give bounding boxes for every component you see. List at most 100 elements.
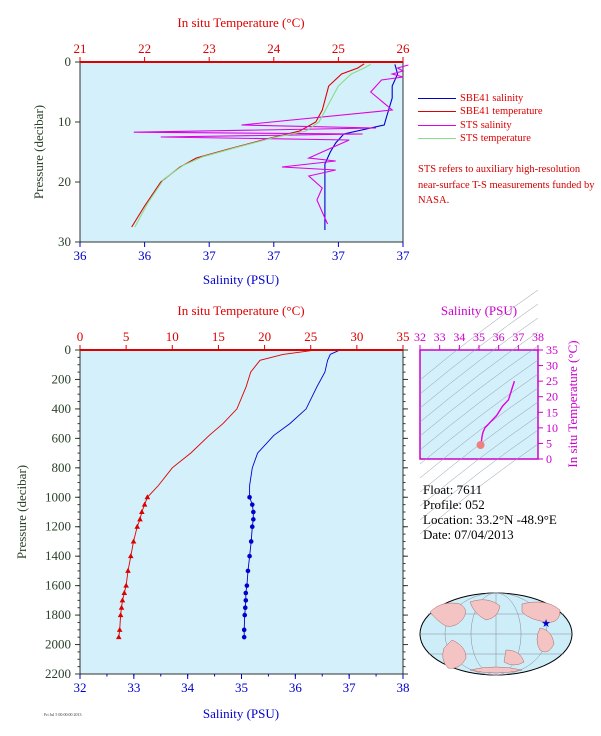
temperature-point	[141, 501, 148, 507]
main-salinity-tick-label: 38	[397, 680, 410, 695]
density-contour	[419, 359, 539, 451]
main-salinity-tick-label: 36	[289, 680, 303, 695]
main-pressure-tick-label: 1000	[45, 489, 71, 504]
density-contour	[419, 331, 539, 423]
temperature-point	[123, 582, 129, 588]
salinity-point	[245, 568, 251, 574]
main-chart-pressure-axis-label: Pressure (decibar)	[14, 465, 29, 559]
top-salinity-tick-label: 37	[203, 248, 217, 263]
top-chart-ticks: 21 22 23 24 25 26 36 36 37 37 37 37 0 10 20 30	[58, 41, 410, 263]
top-chart-series	[131, 63, 409, 230]
main-temperature-tick-label: 35	[397, 329, 410, 344]
top-chart-salinity-axis-label: Salinity (PSU)	[203, 272, 279, 287]
world-map: ★	[419, 592, 573, 676]
main-pressure-tick-label: 800	[52, 460, 72, 475]
salinity-point	[247, 494, 252, 500]
top-salinity-tick-label: 36	[74, 248, 88, 263]
temperature-point	[121, 590, 128, 595]
main-pressure-tick-label: 2000	[45, 637, 71, 652]
top-pressure-tick-label: 20	[58, 174, 71, 189]
top-chart-pressure-axis-label: Pressure (decibar)	[31, 105, 46, 199]
salinity-point	[251, 509, 256, 515]
generation-stamp: Fri Jul 5 00:00:00 2013	[44, 712, 82, 717]
ts-salinity-tick-label: 37	[512, 330, 524, 344]
temperature-point	[119, 597, 126, 603]
main-salinity-tick-label: 34	[181, 680, 195, 695]
main-salinity-tick-label: 35	[235, 680, 248, 695]
top-pressure-tick-label: 0	[65, 54, 72, 69]
main-chart-temperature-axis-label: In situ Temperature (°C)	[177, 303, 304, 318]
ts-temperature-tick-label: 10	[546, 421, 558, 435]
temperature-point	[134, 523, 141, 529]
salinity-point	[241, 627, 247, 633]
salinity-point	[249, 502, 255, 507]
ts-temperature-tick-label: 0	[546, 452, 552, 466]
main-chart-series	[115, 350, 339, 640]
temperature-point	[125, 567, 131, 573]
main-pressure-tick-label: 1400	[45, 548, 71, 563]
density-contour	[419, 443, 539, 535]
top-chart-temperature-axis-label: In situ Temperature (°C)	[177, 15, 304, 30]
top-chart: 21 22 23 24 25 26 36 36 37 37 37 37 0 10 20 30 In situ …	[31, 15, 410, 287]
ts-temperature-tick-label: 20	[546, 390, 558, 404]
main-temperature-tick-label: 10	[166, 329, 179, 344]
salinity-point	[242, 612, 248, 618]
ts-temperature-tick-label: 35	[546, 343, 558, 357]
salinity-point	[243, 590, 249, 596]
main-chart: 0 5 10 15 20 25 30 35 32 33 34 35 36 37 38 0 200 400 600 80…	[14, 303, 410, 721]
ts-chart-salinity-axis-label: Salinity (PSU)	[441, 303, 517, 318]
main-pressure-tick-label: 1800	[45, 607, 71, 622]
ts-chart-density-contours	[419, 289, 539, 535]
legend-swatch	[418, 98, 456, 100]
ts-salinity-tick-label: 38	[532, 330, 544, 344]
ts-temperature-tick-label: 25	[546, 374, 558, 388]
top-temperature-tick-label: 26	[397, 41, 411, 56]
top-temperature-tick-label: 22	[138, 41, 151, 56]
legend-item-sbe41-temperature: SBE41 temperature	[418, 105, 543, 118]
ts-salinity-tick-label: 34	[453, 330, 465, 344]
density-contour	[419, 345, 539, 437]
salinity-point	[247, 553, 252, 559]
temperature-point	[137, 516, 143, 522]
main-pressure-tick-label: 400	[52, 401, 72, 416]
float-location-marker: ★	[541, 618, 551, 630]
ts-chart-series	[476, 380, 516, 449]
top-salinity-tick-label: 36	[138, 248, 152, 263]
legend-label: SBE41 temperature	[460, 106, 543, 118]
top-chart-plot-area	[79, 61, 404, 243]
temperature-point	[139, 509, 145, 514]
salinity-point	[242, 605, 248, 611]
top-salinity-tick-label: 37	[332, 248, 346, 263]
top-pressure-tick-label: 10	[58, 114, 71, 129]
main-pressure-tick-label: 0	[65, 342, 72, 357]
density-contour	[419, 429, 539, 521]
ts-temperature-tick-label: 30	[546, 359, 558, 373]
salinity-point	[241, 634, 247, 640]
top-salinity-tick-label: 37	[267, 248, 281, 263]
ts-temperature-tick-label: 5	[546, 436, 552, 450]
main-pressure-tick-label: 200	[52, 371, 72, 386]
main-pressure-tick-label: 2200	[45, 666, 71, 681]
main-salinity-tick-label: 37	[343, 680, 357, 695]
top-pressure-tick-label: 30	[58, 234, 71, 249]
ts-salinity-tick-label: 36	[493, 330, 505, 344]
ts-salinity-tick-label: 32	[414, 330, 426, 344]
ts-chart-temperature-axis-label: In situ Temperature (°C)	[565, 340, 580, 467]
top-temperature-tick-label: 21	[74, 41, 87, 56]
temperature-point	[118, 604, 125, 610]
legend-label: STS salinity	[460, 119, 512, 131]
top-salinity-tick-label: 37	[397, 248, 411, 263]
legend-swatch	[418, 124, 456, 126]
main-temperature-tick-label: 0	[77, 329, 84, 344]
density-contour	[419, 373, 539, 465]
legend-label: SBE41 salinity	[460, 93, 524, 105]
main-salinity-tick-label: 33	[127, 680, 140, 695]
main-chart-salinity-axis-label: Salinity (PSU)	[203, 706, 279, 721]
ts-salinity-tick-label: 35	[473, 330, 485, 344]
main-pressure-tick-label: 1200	[45, 519, 71, 534]
salinity-point	[251, 517, 256, 522]
main-temperature-tick-label: 30	[350, 329, 363, 344]
legend-item-sts-salinity: STS salinity	[418, 119, 543, 132]
